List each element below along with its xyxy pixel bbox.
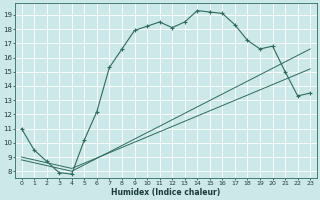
X-axis label: Humidex (Indice chaleur): Humidex (Indice chaleur) — [111, 188, 220, 197]
